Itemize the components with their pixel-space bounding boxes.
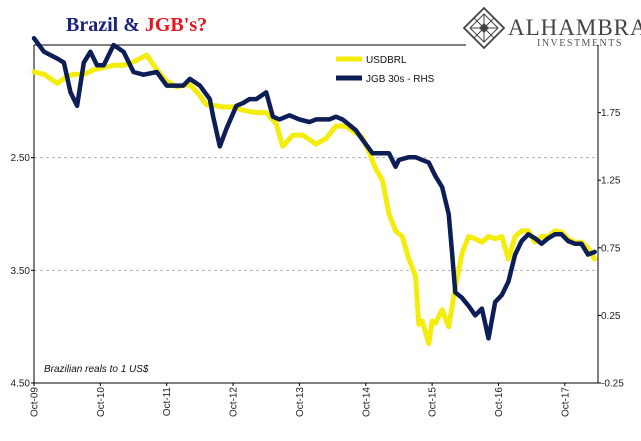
legend-label-jgb: JGB 30s - RHS — [366, 74, 435, 85]
tick-labels: 2.50 3.50 4.50 -0.25 0.25 0.75 1.25 1.75 Oct-09 O… — [11, 108, 625, 417]
right-tick-label: 0.75 — [601, 243, 621, 254]
x-tick-label: Oct-15 — [428, 387, 439, 417]
series-layer — [31, 35, 598, 347]
x-tick-label: Oct-17 — [560, 387, 571, 417]
diamond-lattice-icon — [462, 6, 506, 50]
legend-label-usdbrl: USDBRL — [366, 55, 407, 66]
right-tick-label: 0.25 — [601, 311, 621, 322]
x-tick-label: Oct-09 — [30, 387, 41, 417]
x-tick-label: Oct-13 — [295, 387, 306, 417]
series-line-usdbrl — [31, 52, 598, 347]
x-tick-label: Oct-14 — [361, 387, 372, 417]
x-tick-label: Oct-16 — [494, 387, 505, 417]
left-tick-label: 2.50 — [11, 153, 31, 164]
x-tick-label: Oct-11 — [162, 387, 173, 417]
right-tick-label: 1.75 — [601, 108, 621, 119]
chart-title-part1: Brazil & — [66, 14, 145, 36]
chart-note: Brazilian reals to 1 US$ — [44, 364, 149, 375]
chart-title: Brazil & JGB's? — [66, 14, 207, 36]
x-tick-label: Oct-10 — [96, 387, 107, 417]
left-tick-label: 3.50 — [11, 266, 31, 277]
gridlines — [34, 157, 598, 271]
right-tick-label: 1.25 — [601, 176, 621, 187]
chart-title-part2: JGB's? — [145, 14, 207, 36]
left-tick-label: 4.50 — [11, 379, 31, 390]
series-line-jgb-30s — [31, 35, 597, 341]
right-tick-label: -0.25 — [601, 379, 624, 390]
x-tick-label: Oct-12 — [229, 387, 240, 417]
logo-name: ALHAMBRA — [508, 15, 641, 40]
logo-subtitle: INVESTMENTS — [537, 38, 623, 49]
legend: USDBRL JGB 30s - RHS — [336, 55, 435, 85]
